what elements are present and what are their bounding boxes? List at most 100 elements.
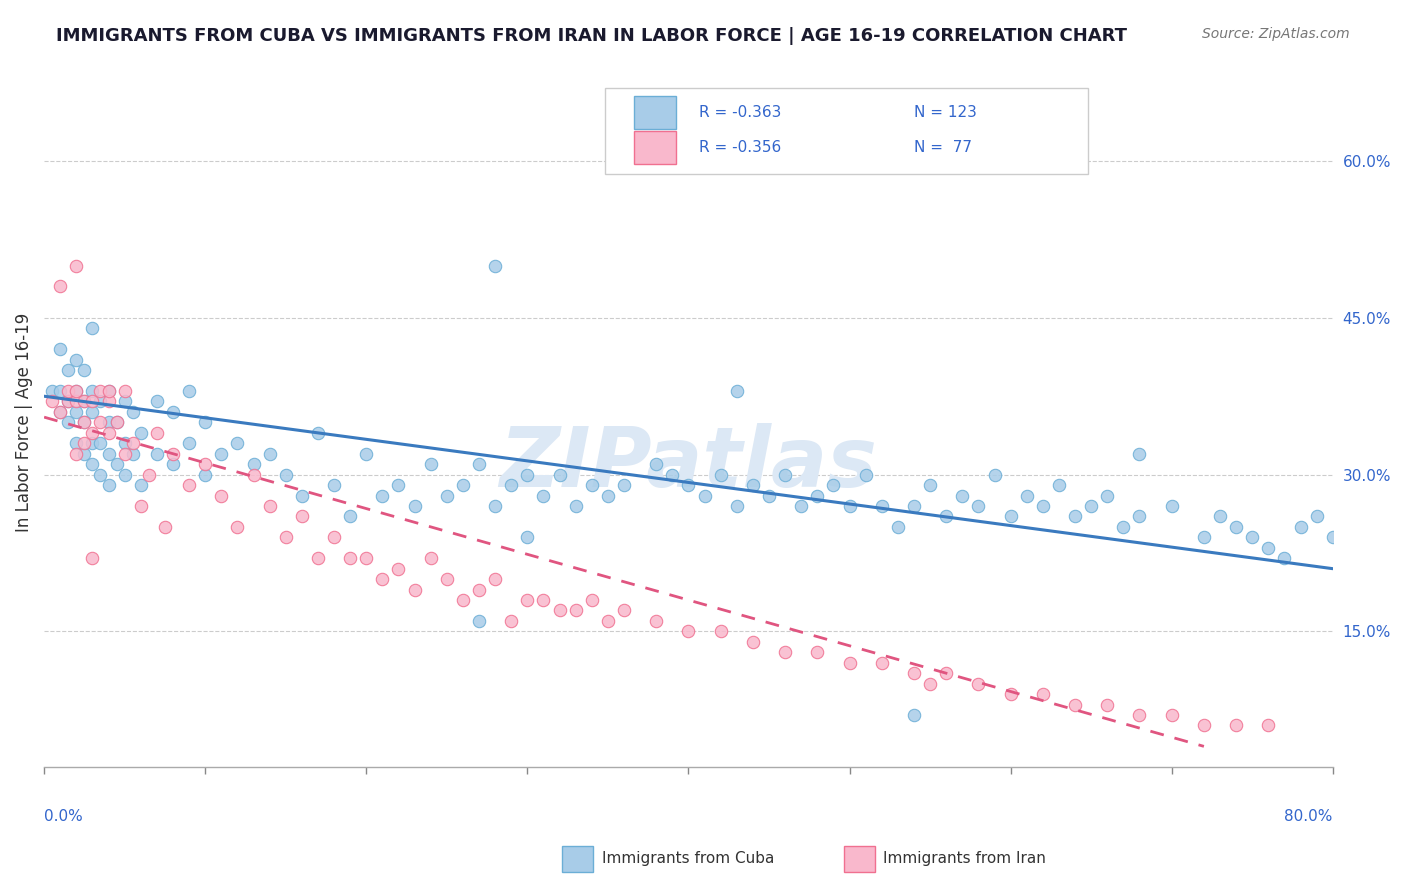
- Point: [97, 384, 120, 398]
- Point: [501, 614, 523, 628]
- Text: ZIPatlas: ZIPatlas: [499, 423, 877, 504]
- Point: [533, 593, 555, 607]
- Point: [501, 478, 523, 492]
- Point: [177, 478, 200, 492]
- Point: [436, 489, 458, 503]
- Point: [177, 384, 200, 398]
- FancyBboxPatch shape: [634, 130, 675, 163]
- Point: [73, 394, 96, 409]
- FancyBboxPatch shape: [605, 87, 1088, 174]
- Point: [823, 478, 845, 492]
- Point: [1032, 687, 1054, 701]
- Point: [468, 457, 491, 471]
- Point: [1097, 489, 1119, 503]
- Point: [1402, 541, 1406, 555]
- Point: [1257, 541, 1279, 555]
- Text: Source: ZipAtlas.com: Source: ZipAtlas.com: [1202, 27, 1350, 41]
- Point: [194, 415, 217, 429]
- Point: [65, 384, 87, 398]
- Point: [82, 394, 104, 409]
- Point: [468, 614, 491, 628]
- Point: [581, 478, 603, 492]
- Point: [903, 666, 925, 681]
- Point: [548, 603, 571, 617]
- Point: [1064, 698, 1087, 712]
- Y-axis label: In Labor Force | Age 16-19: In Labor Force | Age 16-19: [15, 313, 32, 532]
- Point: [1097, 698, 1119, 712]
- Point: [1209, 509, 1232, 524]
- Point: [105, 415, 128, 429]
- Point: [82, 551, 104, 566]
- Point: [65, 405, 87, 419]
- Point: [58, 394, 80, 409]
- Point: [82, 384, 104, 398]
- Point: [73, 436, 96, 450]
- Point: [82, 321, 104, 335]
- Point: [1289, 520, 1312, 534]
- Point: [725, 499, 748, 513]
- Point: [887, 520, 910, 534]
- Text: Immigrants from Iran: Immigrants from Iran: [883, 852, 1046, 866]
- Text: R = -0.356: R = -0.356: [699, 140, 780, 154]
- Point: [1000, 509, 1022, 524]
- Point: [291, 509, 314, 524]
- Point: [1080, 499, 1102, 513]
- Point: [356, 447, 378, 461]
- Point: [58, 384, 80, 398]
- Point: [105, 415, 128, 429]
- Point: [725, 384, 748, 398]
- Point: [58, 415, 80, 429]
- Point: [97, 478, 120, 492]
- Point: [73, 415, 96, 429]
- Point: [451, 478, 474, 492]
- Point: [162, 405, 184, 419]
- Point: [41, 384, 63, 398]
- Point: [371, 572, 394, 586]
- Point: [950, 489, 973, 503]
- Point: [1192, 530, 1215, 544]
- Point: [371, 489, 394, 503]
- Text: N =  77: N = 77: [914, 140, 972, 154]
- Point: [89, 394, 111, 409]
- Point: [291, 489, 314, 503]
- Point: [436, 572, 458, 586]
- Point: [274, 530, 297, 544]
- Point: [564, 603, 586, 617]
- Point: [1274, 551, 1296, 566]
- Point: [49, 405, 72, 419]
- Point: [49, 384, 72, 398]
- Point: [1112, 520, 1135, 534]
- Point: [146, 394, 169, 409]
- Point: [1337, 551, 1360, 566]
- Point: [1386, 520, 1406, 534]
- Point: [806, 645, 828, 659]
- Point: [339, 551, 361, 566]
- Point: [1354, 541, 1376, 555]
- Point: [516, 593, 538, 607]
- Point: [65, 259, 87, 273]
- Point: [967, 676, 990, 690]
- Point: [1369, 530, 1392, 544]
- FancyBboxPatch shape: [634, 96, 675, 129]
- Point: [89, 436, 111, 450]
- Point: [65, 352, 87, 367]
- Point: [870, 656, 893, 670]
- Point: [209, 447, 232, 461]
- Point: [259, 499, 281, 513]
- Point: [274, 467, 297, 482]
- Point: [97, 425, 120, 440]
- Point: [1305, 509, 1327, 524]
- Point: [903, 708, 925, 723]
- Point: [49, 279, 72, 293]
- Point: [1032, 499, 1054, 513]
- Point: [645, 457, 668, 471]
- Point: [82, 425, 104, 440]
- Point: [1257, 718, 1279, 732]
- Point: [596, 614, 619, 628]
- Point: [1192, 718, 1215, 732]
- Point: [806, 489, 828, 503]
- Point: [73, 363, 96, 377]
- Point: [935, 666, 957, 681]
- Point: [773, 645, 796, 659]
- Point: [65, 384, 87, 398]
